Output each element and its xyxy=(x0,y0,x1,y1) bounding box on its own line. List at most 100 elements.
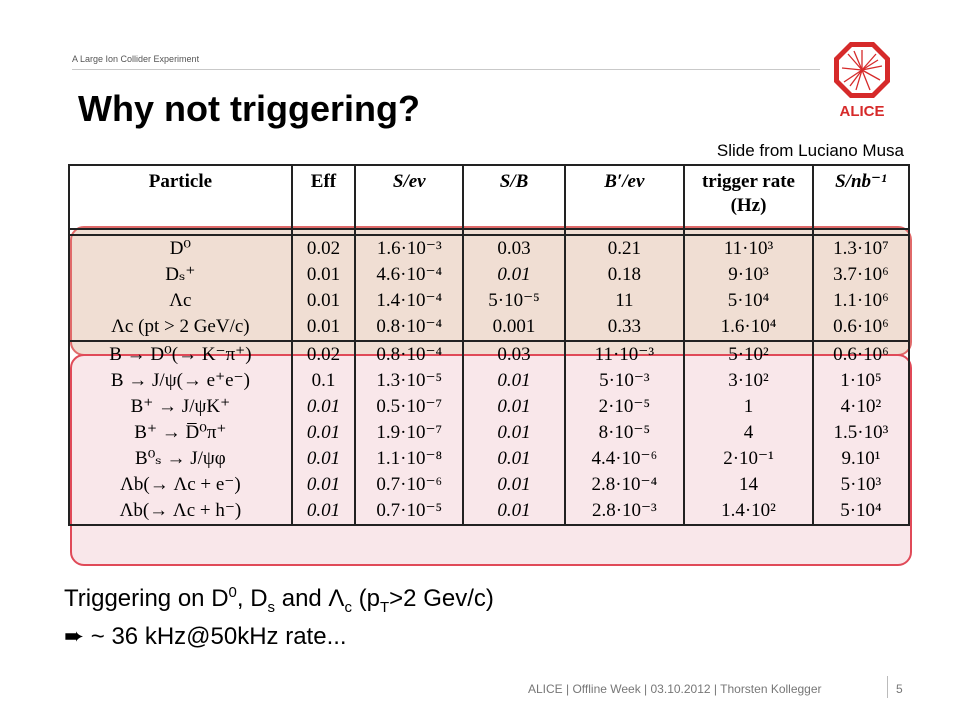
table-cell: 11·10³ xyxy=(683,234,814,262)
slide-credit: Slide from Luciano Musa xyxy=(716,141,904,160)
table-cell: 1·10⁵ xyxy=(811,368,911,394)
particle-table-container: Particle Eff S/ev S/B B′/ev trigger rate… xyxy=(68,164,912,568)
table-row: B⁰ₛ → J/ψφ 0.01 1.1·10⁻⁸ 0.01 4.4·10⁻⁶ 2·10⁻¹… xyxy=(68,446,911,472)
col-header-s-nb: S/nb⁻¹ xyxy=(811,164,911,230)
spacer-cell xyxy=(683,229,814,235)
table-cell: 1.9·10⁻⁷ xyxy=(354,420,465,446)
table-cell: 0.01 xyxy=(462,446,566,472)
conclusion-line-1: Triggering on D0, Ds and Λc (pT>2 Gev/c) xyxy=(64,584,494,616)
col-header-s-ev: S/ev xyxy=(354,164,465,230)
logo-text: ALICE xyxy=(840,103,885,120)
table-cell: 2.8·10⁻⁴ xyxy=(563,472,686,498)
table-cell: 1.4·10² xyxy=(683,498,814,526)
table-cell: 0.6·10⁶ xyxy=(811,314,911,342)
experiment-tagline: A Large Ion Collider Experiment xyxy=(72,54,200,64)
table-cell: 9.10¹ xyxy=(811,446,911,472)
conclusion-sub-c: c xyxy=(344,598,352,616)
table-cell: 1.6·10⁴ xyxy=(683,314,814,342)
table-cell: B → D⁰(→ K⁻π⁺) xyxy=(68,340,293,368)
header-divider xyxy=(72,69,820,70)
table-cell: 4.6·10⁻⁴ xyxy=(354,262,465,288)
table-cell: 14 xyxy=(683,472,814,498)
table-cell: 1 xyxy=(683,394,814,420)
conclusion-text-e: >2 Gev/c) xyxy=(389,585,494,612)
conclusion-line-2: ➨ ~ 36 kHz@50kHz rate... xyxy=(64,622,347,651)
conclusion-text-d: (p xyxy=(351,585,380,612)
table-cell: 0.03 xyxy=(462,234,566,262)
table-cell: 3·10² xyxy=(683,368,814,394)
table-cell: 0.001 xyxy=(462,314,566,342)
logo-tracks-icon xyxy=(841,50,883,91)
table-cell: 4 xyxy=(683,420,814,446)
footer-divider xyxy=(887,676,888,698)
table-header-row: Particle Eff S/ev S/B B′/ev trigger rate… xyxy=(68,164,911,230)
table-cell: 0.1 xyxy=(290,368,357,394)
table-cell: Λb(→ Λc + h⁻) xyxy=(68,498,293,526)
conclusion-text-c: and Λ xyxy=(275,585,345,612)
table-cell: Λb(→ Λc + e⁻) xyxy=(68,472,293,498)
table-cell: 0.01 xyxy=(290,314,357,342)
table-cell: 8·10⁻⁵ xyxy=(563,420,686,446)
conclusion-sub-t: T xyxy=(379,598,390,616)
table-cell: 5·10⁻⁵ xyxy=(462,288,566,314)
table-cell: 0.01 xyxy=(462,498,566,526)
table-cell: 0.33 xyxy=(563,314,686,342)
table-row: Dₛ⁺ 0.01 4.6·10⁻⁴ 0.01 0.18 9·10³ 3.7·10⁶ xyxy=(68,262,911,288)
table-cell: B⁺ → J/ψK⁺ xyxy=(68,394,293,420)
table-cell: 11 xyxy=(563,288,686,314)
spacer-cell xyxy=(563,229,686,235)
table-cell: 5·10⁻³ xyxy=(563,368,686,394)
table-row: B → D⁰(→ K⁻π⁺) 0.02 0.8·10⁻⁴ 0.03 11·10⁻³ 5·1… xyxy=(68,340,911,368)
table-cell: 0.01 xyxy=(462,420,566,446)
table-cell: 0.02 xyxy=(290,234,357,262)
table-cell: 0.7·10⁻⁶ xyxy=(354,472,465,498)
col-header-eff: Eff xyxy=(290,164,357,230)
table-cell: 3.7·10⁶ xyxy=(811,262,911,288)
table-row: D⁰ 0.02 1.6·10⁻³ 0.03 0.21 11·10³ 1.3·10⁷ xyxy=(68,234,911,262)
conclusion-text-b: , D xyxy=(236,585,268,612)
table-cell: 0.21 xyxy=(563,234,686,262)
table-cell: B⁰ₛ → J/ψφ xyxy=(68,446,293,472)
col-header-trigger-rate: trigger rate (Hz) xyxy=(683,164,814,230)
table-cell: 0.03 xyxy=(462,340,566,368)
table-cell: 0.01 xyxy=(290,420,357,446)
table-cell: 0.01 xyxy=(462,472,566,498)
col-header-b-ev: B′/ev xyxy=(563,164,686,230)
table-cell: 2·10⁻¹ xyxy=(683,446,814,472)
col-header-s-b: S/B xyxy=(462,164,566,230)
table-cell: 0.01 xyxy=(290,288,357,314)
table-row: Λc (pt > 2 GeV/c) 0.01 0.8·10⁻⁴ 0.001 0.33 1.… xyxy=(68,314,911,342)
slide-title: Why not triggering? xyxy=(78,88,420,129)
alice-logo: ALICE xyxy=(834,42,890,120)
table-row: Λc 0.01 1.4·10⁻⁴ 5·10⁻⁵ 11 5·10⁴ 1.1·10⁶ xyxy=(68,288,911,314)
table-cell: 0.8·10⁻⁴ xyxy=(354,340,465,368)
table-cell: Dₛ⁺ xyxy=(68,262,293,288)
table-cell: 0.01 xyxy=(462,262,566,288)
spacer-cell xyxy=(462,229,566,235)
conclusion-sub-s: s xyxy=(267,598,276,616)
table-cell: 1.4·10⁻⁴ xyxy=(354,288,465,314)
spacer-cell xyxy=(290,229,357,235)
table-body: D⁰ 0.02 1.6·10⁻³ 0.03 0.21 11·10³ 1.3·10⁷ Dₛ⁺ 0.… xyxy=(68,229,911,526)
table-cell: 4·10² xyxy=(811,394,911,420)
table-cell: 0.01 xyxy=(290,472,357,498)
spacer-cell xyxy=(811,229,911,235)
col-header-particle: Particle xyxy=(68,164,293,230)
table-cell: 0.02 xyxy=(290,340,357,368)
table-cell: 11·10⁻³ xyxy=(563,340,686,368)
table-cell: 0.5·10⁻⁷ xyxy=(354,394,465,420)
spacer-cell xyxy=(354,229,465,235)
page-number: 5 xyxy=(896,682,903,696)
table-cell: 1.6·10⁻³ xyxy=(354,234,465,262)
table-cell: 1.1·10⁻⁸ xyxy=(354,446,465,472)
table-cell: 0.8·10⁻⁴ xyxy=(354,314,465,342)
table-row: Λb(→ Λc + h⁻) 0.01 0.7·10⁻⁵ 0.01 2.8·10⁻³ 1.4… xyxy=(68,498,911,526)
table-cell: 5·10⁴ xyxy=(811,498,911,526)
table-cell: 0.01 xyxy=(290,446,357,472)
table-cell: 1.5·10³ xyxy=(811,420,911,446)
table-cell: 9·10³ xyxy=(683,262,814,288)
table-cell: 0.6·10⁶ xyxy=(811,340,911,368)
table-cell: 0.01 xyxy=(290,394,357,420)
table-cell: 0.01 xyxy=(290,262,357,288)
table-row: Λb(→ Λc + e⁻) 0.01 0.7·10⁻⁶ 0.01 2.8·10⁻⁴ 14 5… xyxy=(68,472,911,498)
